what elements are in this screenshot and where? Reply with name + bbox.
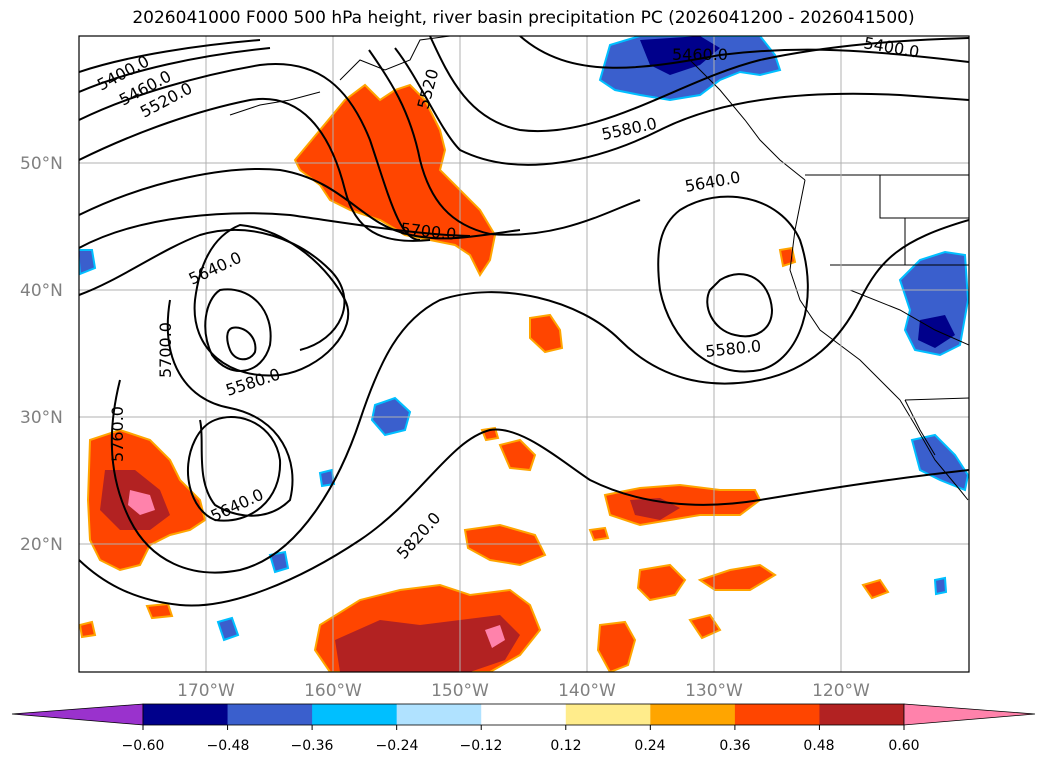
colorbar-segment [396,704,482,725]
coastlines [229,36,969,501]
colorbar-tick-label: 0.12 [550,738,581,754]
height-contours [79,36,969,607]
precip-negative-regions [79,36,969,642]
colorbar-segment [650,704,736,725]
colorbar: −0.60 −0.48 −0.36 −0.24 −0.12 0.12 0.24 … [11,703,1036,754]
contour-label: 5760.0 [108,406,127,462]
lon-label: 140°W [558,681,616,701]
latitude-labels: 50°N 40°N 30°N 20°N [20,154,63,555]
colorbar-tick-label: −0.24 [376,738,419,754]
colorbar-segment [565,704,651,725]
colorbar-ticks [142,725,905,730]
colorbar-extend-high [903,703,1036,726]
lon-label: 170°W [177,681,235,701]
colorbar-extend-low [11,703,144,726]
colorbar-tick-label: −0.36 [291,738,334,754]
colorbar-segment [734,704,820,725]
map-area: 5400.0 5460.0 5520.0 5520 5460.0 5400.0 … [79,36,969,672]
colorbar-segment [143,704,229,725]
colorbar-tick-label: −0.60 [122,738,165,754]
colorbar-tick-label: 0.24 [634,738,665,754]
contour-label: 5460.0 [672,45,728,64]
lon-label: 160°W [304,681,362,701]
lat-label: 30°N [20,408,63,428]
colorbar-tick-label: 0.48 [803,738,834,754]
colorbar-segment [227,704,313,725]
colorbar-tick-label: 0.60 [888,738,919,754]
lat-label: 50°N [20,154,63,174]
lon-label: 150°W [431,681,489,701]
lon-label: 130°W [685,681,743,701]
map-title: 2026041000 F000 500 hPa height, river ba… [132,8,915,28]
colorbar-segment [312,704,398,725]
colorbar-segment [481,704,567,725]
contour-label: 5700.0 [156,322,175,378]
colorbar-segment [819,704,905,725]
colorbar-segments [142,703,905,726]
lon-label: 120°W [812,681,870,701]
longitude-labels: 170°W 160°W 150°W 140°W 130°W 120°W [177,681,870,701]
map-frame [78,35,970,673]
colorbar-tick-labels: −0.60 −0.48 −0.36 −0.24 −0.12 0.12 0.24 … [122,738,920,754]
precip-positive-regions [79,83,890,672]
lat-label: 40°N [20,281,63,301]
gridlines [79,36,969,672]
lat-label: 20°N [20,535,63,555]
colorbar-tick-label: −0.48 [207,738,250,754]
colorbar-tick-label: 0.36 [719,738,750,754]
colorbar-tick-label: −0.12 [460,738,503,754]
